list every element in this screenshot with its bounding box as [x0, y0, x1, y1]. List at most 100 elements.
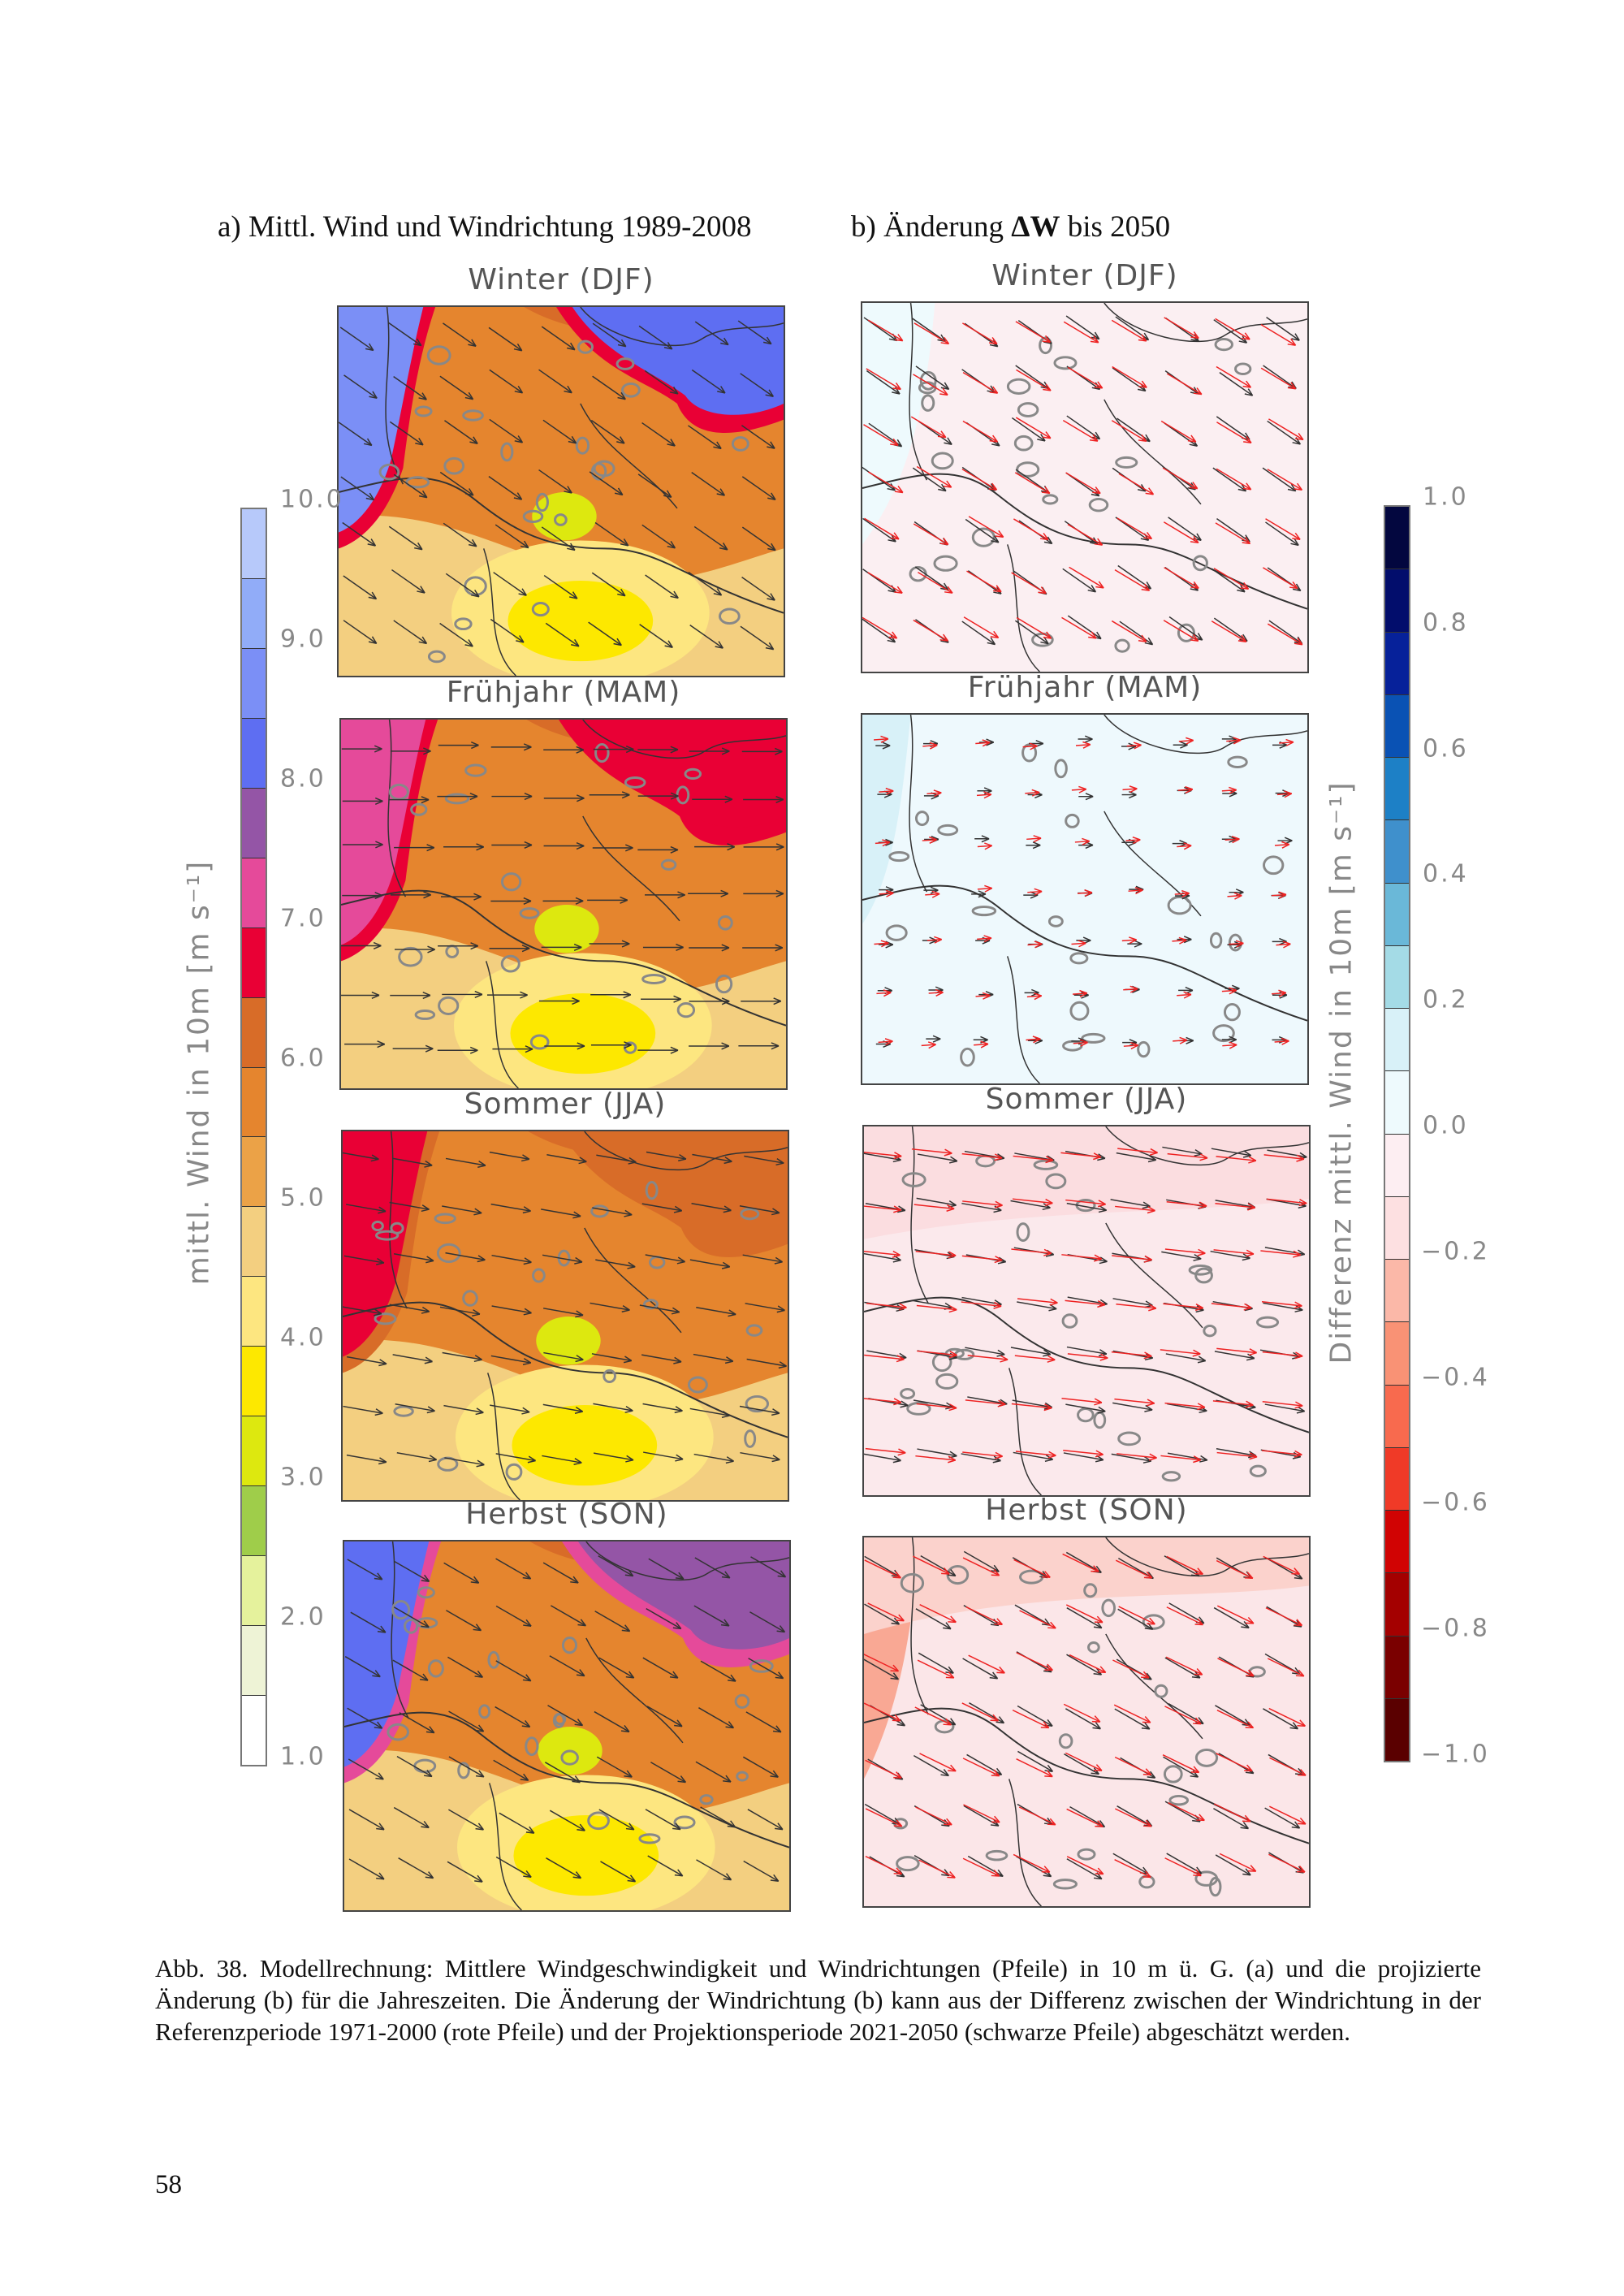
- wind-arrow: [1215, 318, 1250, 340]
- wind-arrow: [968, 516, 1004, 538]
- wind-arrow: [862, 616, 898, 639]
- wind-arrow: [864, 1354, 905, 1363]
- colorbar-bin: [242, 1137, 266, 1208]
- wind-arrow: [398, 1857, 434, 1879]
- wind-arrow: [1160, 1349, 1201, 1357]
- wind-arrow: [1067, 1353, 1108, 1361]
- wind-arrow: [922, 836, 937, 844]
- wind-arrow: [598, 1657, 635, 1679]
- terrain-contour: [410, 802, 428, 816]
- terrain-contour: [1052, 1879, 1078, 1890]
- colorbar-bin: [242, 1416, 266, 1487]
- wind-arrow: [1265, 1606, 1303, 1627]
- colorbar-bin: [242, 1695, 266, 1765]
- wind-arrow: [638, 325, 673, 350]
- terrain-contour: [934, 1719, 955, 1734]
- terrain-contour: [673, 1815, 696, 1830]
- wind-arrow: [443, 843, 484, 851]
- wind-arrow: [1219, 372, 1254, 396]
- wind-arrow: [914, 1204, 955, 1212]
- wind-arrow: [592, 844, 633, 852]
- wind-arrow: [489, 1151, 530, 1162]
- terrain-contour: [1047, 915, 1064, 927]
- wind-arrow: [544, 1762, 581, 1784]
- country-borders: [862, 715, 1307, 1083]
- terrain-contour: [1234, 362, 1252, 375]
- wind-arrow: [546, 1153, 587, 1165]
- mean-wind-map: [337, 305, 785, 677]
- wind-arrow: [1215, 522, 1251, 545]
- wind-arrow: [864, 1654, 900, 1672]
- wind-arrow: [1060, 1152, 1102, 1161]
- wind-arrow: [542, 1562, 579, 1584]
- wind-arrow: [495, 1660, 532, 1682]
- wind-arrow: [691, 1203, 732, 1213]
- wind-arrow: [1267, 623, 1303, 646]
- wind-arrow: [348, 1809, 385, 1831]
- terrain-contour: [393, 1405, 414, 1417]
- wind-arrow: [342, 521, 377, 547]
- wind-arrow: [642, 1403, 683, 1414]
- wind-arrow: [917, 1350, 957, 1359]
- wind-arrow: [644, 370, 679, 395]
- wind-arrow: [1062, 419, 1099, 442]
- wind-arrow: [588, 621, 622, 646]
- terrain-contour: [1208, 1876, 1222, 1897]
- terrain-contour: [1194, 1870, 1219, 1887]
- wind-arrow: [492, 1045, 533, 1053]
- wind-arrow: [347, 1559, 383, 1580]
- wind-arrow: [543, 746, 585, 754]
- wind-arrow: [696, 1859, 732, 1881]
- wind-arrow: [1262, 1351, 1303, 1360]
- terrain-contour: [717, 915, 733, 931]
- wind-arrow: [1216, 1347, 1258, 1356]
- wind-arrow: [495, 1706, 531, 1728]
- terrain-contour: [734, 1693, 750, 1709]
- wind-arrow: [1167, 1152, 1208, 1161]
- wind-arrow: [489, 945, 530, 953]
- wind-arrow: [865, 1759, 902, 1779]
- terrain-contour: [525, 1736, 539, 1757]
- wind-arrow: [650, 1762, 686, 1784]
- wind-arrow: [1065, 1403, 1106, 1414]
- wind-arrow: [741, 997, 782, 1005]
- wind-arrow: [693, 1353, 734, 1364]
- wind-arrow: [491, 1254, 532, 1265]
- wind-arrow: [916, 1304, 957, 1313]
- wind-arrow: [875, 839, 891, 847]
- terrain-contour: [1054, 759, 1068, 779]
- wind-arrow: [1267, 469, 1303, 491]
- wind-arrow: [1026, 1036, 1041, 1044]
- wind-arrow: [1163, 620, 1199, 642]
- wind-arrow: [648, 1558, 685, 1580]
- wind-arrow: [961, 620, 996, 646]
- wind-change-colorbar-label: Differenz mittl. Wind in 10m [m s⁻¹]: [1324, 780, 1358, 1364]
- wind-arrow: [446, 1610, 482, 1632]
- colorbar-bin: [1385, 507, 1409, 570]
- wind-arrow: [1010, 1347, 1052, 1357]
- panel-b-title-symbol: ΔW: [1011, 210, 1060, 244]
- wind-arrow: [642, 943, 684, 952]
- wind-arrow: [1025, 789, 1040, 797]
- terrain-contour: [1194, 1267, 1213, 1284]
- wind-arrow: [864, 1250, 901, 1258]
- wind-arrow: [922, 742, 938, 750]
- wind-arrow: [1111, 620, 1147, 642]
- wind-arrow: [490, 1355, 532, 1365]
- terrain-contour: [427, 1659, 444, 1678]
- wind-arrow: [389, 1201, 430, 1213]
- wind-arrow: [1174, 889, 1190, 897]
- wind-arrow: [1112, 1255, 1152, 1263]
- terrain-contour: [500, 954, 520, 973]
- wind-arrow: [1015, 620, 1049, 645]
- wind-arrow: [646, 1706, 683, 1727]
- wind-arrow: [737, 320, 772, 345]
- wind-arrow: [1126, 742, 1142, 750]
- terrain-contour: [1006, 378, 1031, 395]
- wind-arrow: [394, 844, 435, 852]
- wind-arrow: [1069, 566, 1104, 589]
- colorbar-bin: [242, 578, 266, 649]
- wind-arrow: [392, 1354, 433, 1364]
- terrain-contour: [1142, 1614, 1165, 1630]
- wind-arrow: [1261, 1450, 1302, 1458]
